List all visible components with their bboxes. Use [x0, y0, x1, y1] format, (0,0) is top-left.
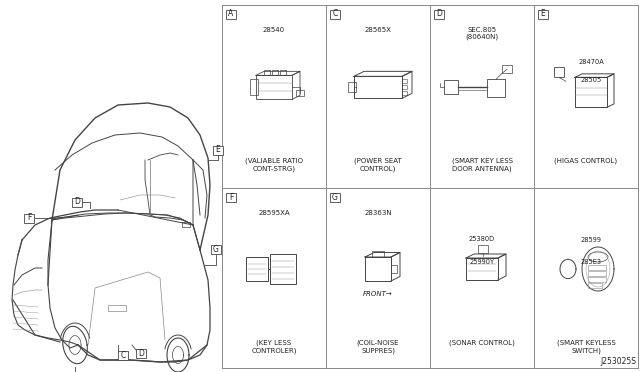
Bar	[466, 258, 498, 280]
Bar	[264, 70, 270, 76]
Bar	[118, 350, 128, 359]
Bar	[226, 192, 236, 202]
Bar	[24, 214, 34, 222]
Text: 28470A: 28470A	[578, 60, 604, 65]
Bar	[296, 90, 304, 96]
Bar	[72, 198, 82, 206]
Bar	[588, 265, 606, 270]
Bar	[434, 10, 444, 19]
Text: C: C	[120, 350, 125, 359]
Text: F: F	[229, 192, 233, 202]
Bar	[478, 245, 488, 253]
Text: 28540: 28540	[263, 27, 285, 33]
Bar	[354, 76, 402, 98]
Bar	[538, 10, 548, 19]
Bar	[554, 67, 564, 77]
Text: D: D	[138, 349, 144, 357]
Bar	[250, 79, 258, 95]
Text: 28595XA: 28595XA	[258, 210, 290, 216]
Bar	[226, 10, 236, 19]
Bar	[444, 80, 458, 94]
Bar	[372, 251, 384, 257]
Bar	[330, 192, 340, 202]
Bar	[330, 10, 340, 19]
Bar	[575, 77, 607, 108]
Bar	[272, 70, 278, 76]
Bar	[213, 145, 223, 154]
Text: (POWER SEAT
CONTROL): (POWER SEAT CONTROL)	[354, 158, 402, 172]
Bar	[391, 265, 397, 273]
Bar	[402, 85, 407, 89]
Text: J253025S: J253025S	[600, 357, 636, 366]
Text: (COIL-NOISE
SUPPRES): (COIL-NOISE SUPPRES)	[356, 340, 399, 354]
Text: G: G	[332, 192, 338, 202]
Bar	[136, 349, 146, 357]
Text: 28363N: 28363N	[364, 210, 392, 216]
Bar	[348, 82, 356, 92]
Text: F: F	[27, 214, 31, 222]
Bar	[402, 92, 407, 95]
Text: 25380D: 25380D	[469, 236, 495, 242]
Bar	[211, 244, 221, 253]
Bar	[588, 277, 606, 282]
Text: 28599: 28599	[580, 237, 602, 243]
Text: (SONAR CONTROL): (SONAR CONTROL)	[449, 340, 515, 346]
Bar	[487, 79, 505, 97]
Bar	[270, 254, 296, 284]
Bar	[402, 79, 407, 83]
Text: (VALIABLE RATIO
CONT-STRG): (VALIABLE RATIO CONT-STRG)	[245, 158, 303, 172]
Text: (KEY LESS
CONTROLER): (KEY LESS CONTROLER)	[252, 340, 297, 354]
Text: C: C	[332, 10, 338, 19]
Bar	[365, 257, 391, 281]
Text: D: D	[436, 10, 442, 19]
Bar	[108, 305, 126, 311]
Text: FRONT→: FRONT→	[363, 291, 393, 297]
Text: (HIGAS CONTROL): (HIGAS CONTROL)	[554, 158, 618, 164]
Text: (SMART KEYLESS
SWITCH): (SMART KEYLESS SWITCH)	[557, 340, 616, 354]
Text: SEC.805
(80640N): SEC.805 (80640N)	[465, 27, 499, 41]
Text: E: E	[541, 10, 545, 19]
Bar	[588, 271, 606, 276]
Text: 28565X: 28565X	[365, 27, 392, 33]
Bar	[246, 257, 268, 281]
Text: G: G	[213, 244, 219, 253]
Text: 25990Y: 25990Y	[469, 259, 495, 265]
Text: D: D	[74, 198, 80, 206]
Bar	[502, 65, 512, 73]
Text: A: A	[228, 10, 234, 19]
Bar	[182, 222, 190, 227]
Text: (SMART KEY LESS
DOOR ANTENNA): (SMART KEY LESS DOOR ANTENNA)	[451, 158, 513, 172]
Text: E: E	[216, 145, 220, 154]
Bar	[588, 283, 602, 288]
Bar	[280, 70, 286, 76]
Bar	[256, 76, 292, 99]
Text: 285E3: 285E3	[580, 259, 602, 265]
Text: 28505: 28505	[580, 77, 602, 83]
